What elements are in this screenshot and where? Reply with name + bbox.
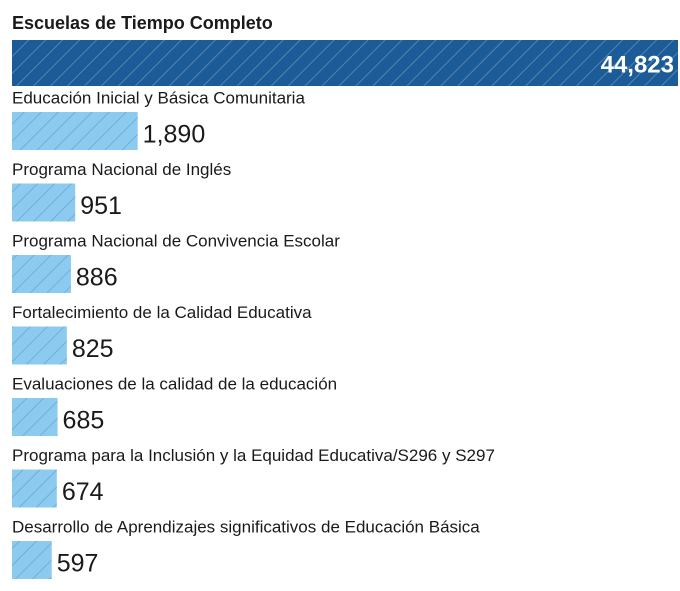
- bar: [12, 541, 52, 579]
- value-label: 825: [72, 335, 114, 363]
- value-label: 951: [80, 192, 122, 220]
- category-label: Evaluaciones de la calidad de la educaci…: [12, 374, 337, 393]
- value-label: 44,823: [601, 51, 674, 78]
- chart-title: Escuelas de Tiempo Completo: [12, 13, 273, 33]
- value-label: 597: [57, 550, 99, 578]
- bar: [12, 112, 138, 150]
- bar: [12, 40, 678, 86]
- bar: [12, 255, 71, 293]
- bar: [12, 469, 57, 508]
- category-label: Programa para la Inclusión y la Equidad …: [12, 446, 495, 465]
- bar: [12, 326, 67, 365]
- bar: [12, 398, 58, 436]
- value-label: 1,890: [143, 121, 206, 149]
- category-label: Educación Inicial y Básica Comunitaria: [12, 88, 305, 107]
- value-label: 685: [63, 407, 105, 435]
- bar: [12, 183, 76, 222]
- category-label: Programa Nacional de Inglés: [12, 160, 231, 179]
- value-label: 886: [76, 264, 118, 292]
- category-label: Fortalecimiento de la Calidad Educativa: [12, 303, 312, 322]
- category-label: Desarrollo de Aprendizajes significativo…: [12, 517, 480, 536]
- category-label: Programa Nacional de Convivencia Escolar: [12, 231, 340, 250]
- value-label: 674: [62, 478, 104, 506]
